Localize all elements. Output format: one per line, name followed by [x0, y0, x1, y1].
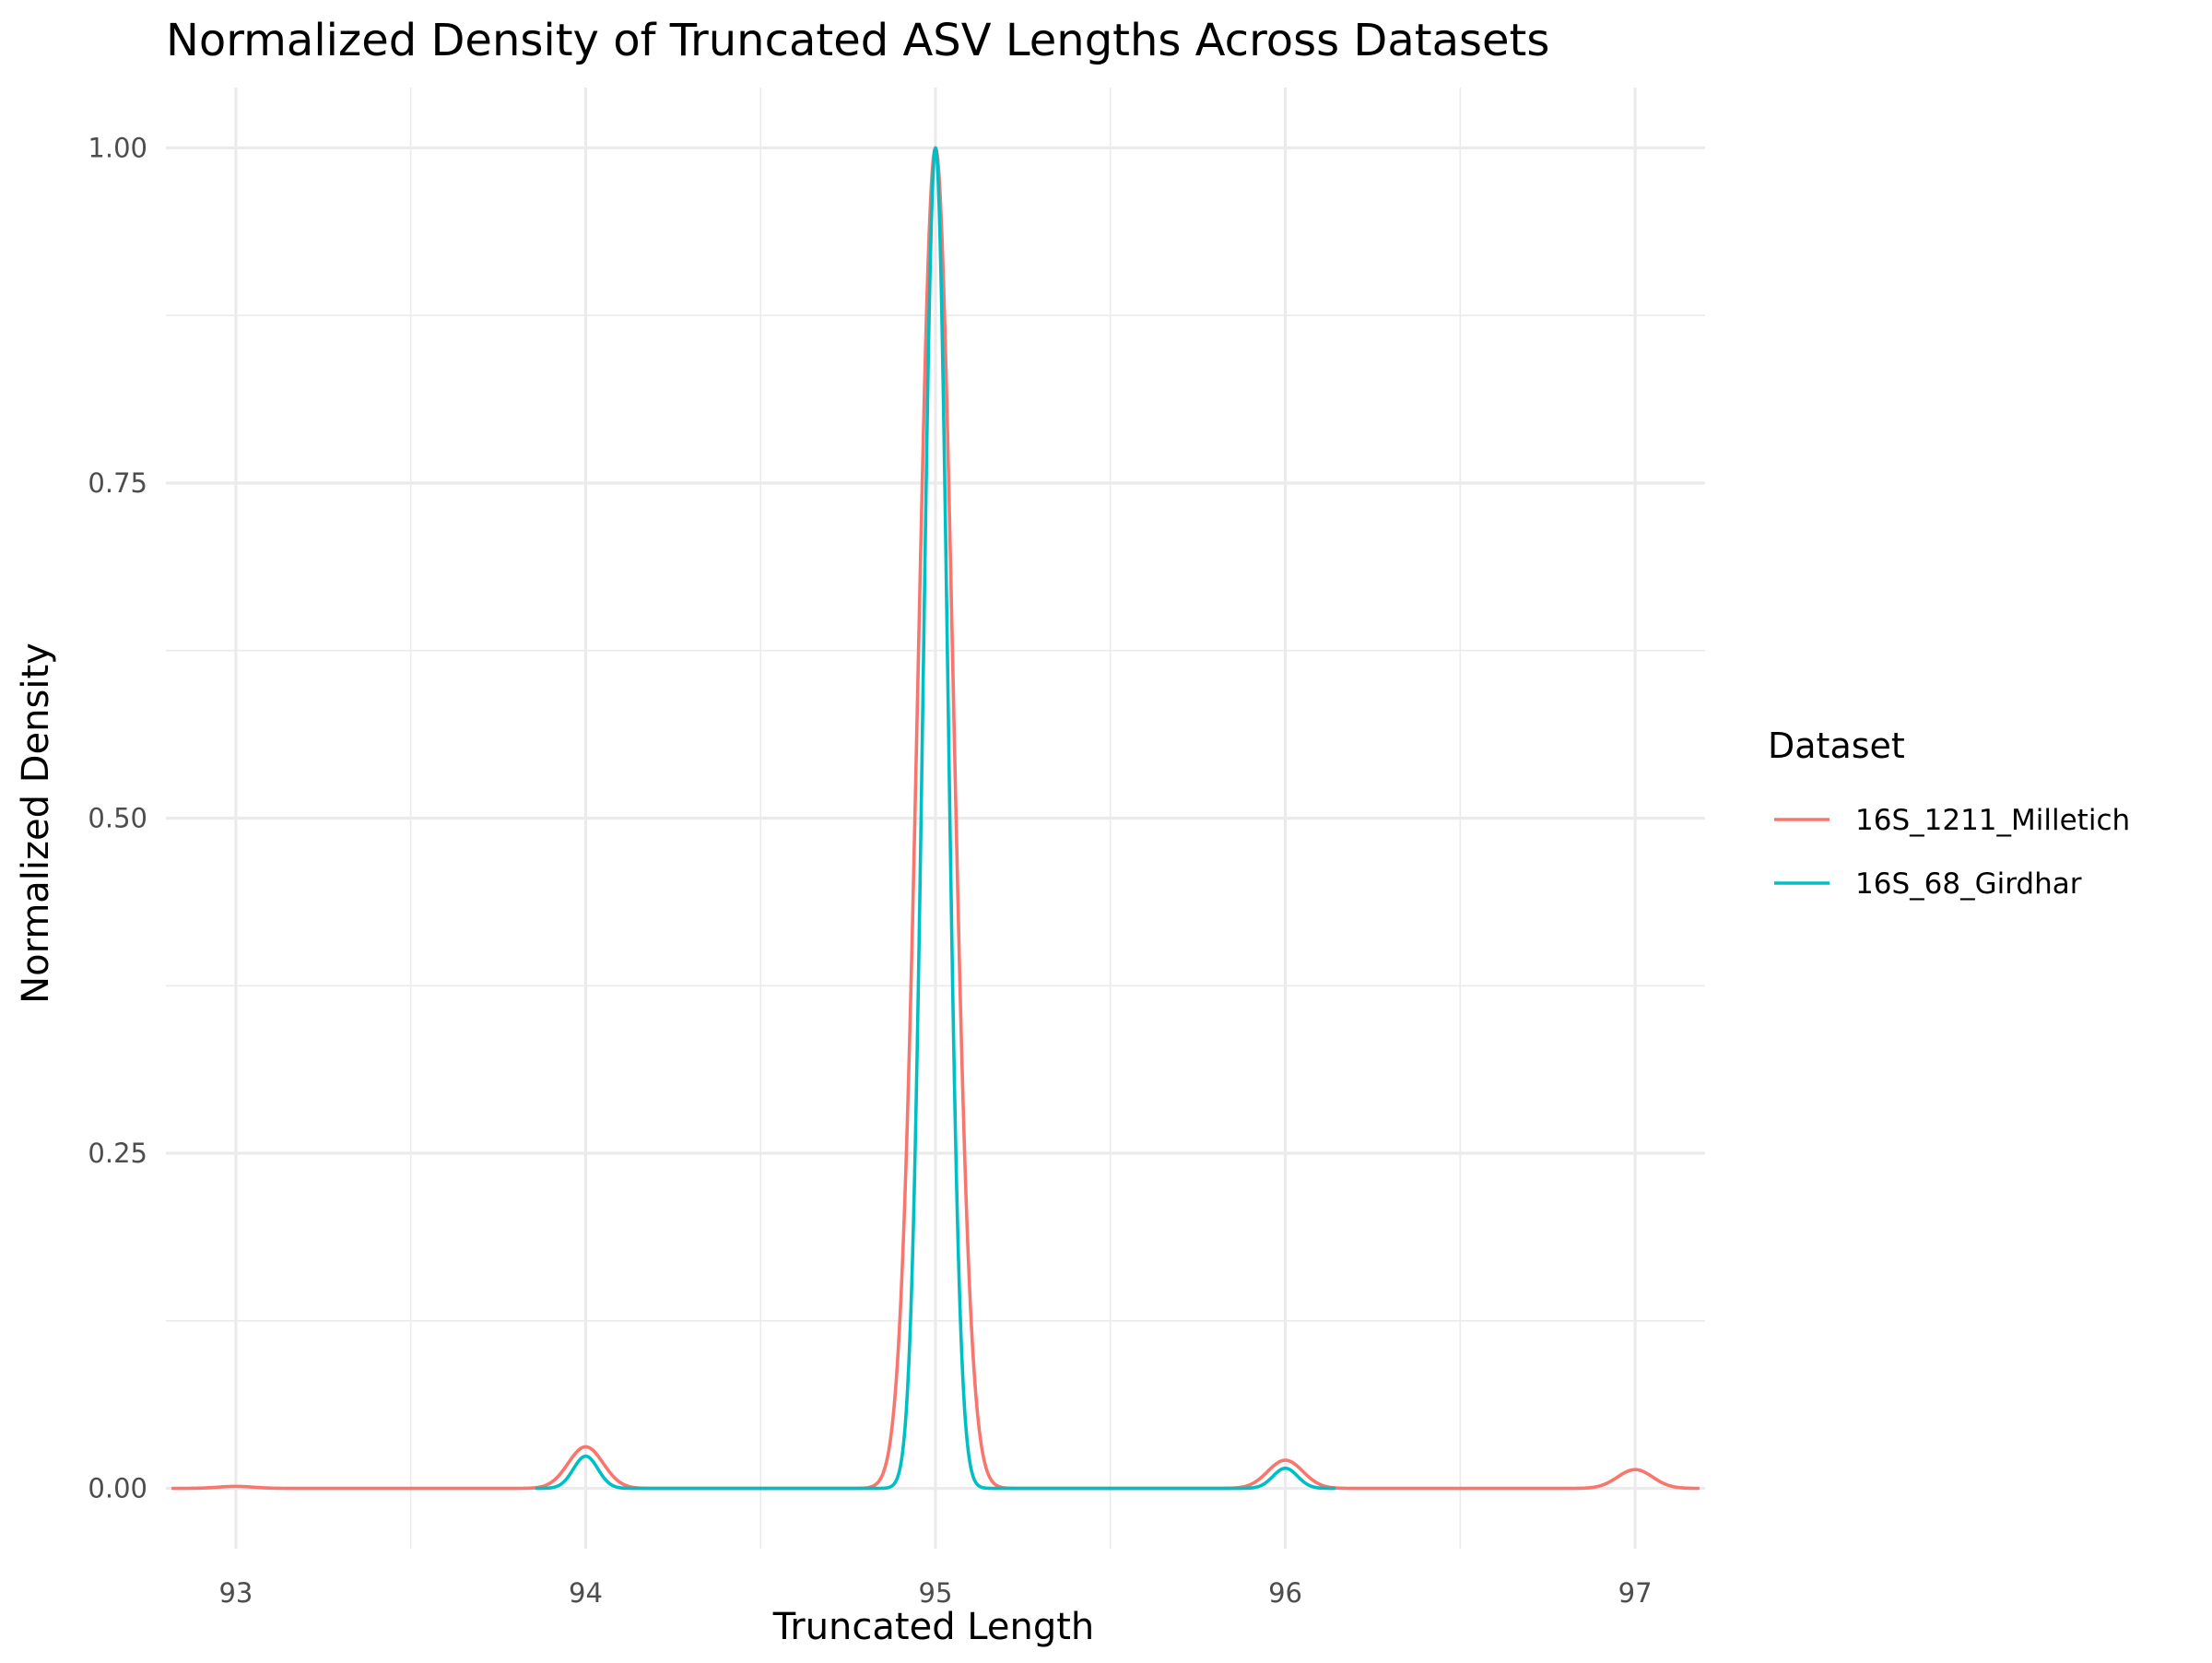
series-line-2 [535, 146, 1336, 1491]
chart-title: Normalized Density of Truncated ASV Leng… [166, 15, 1549, 66]
x-tick-label: 93 [218, 1577, 253, 1609]
y-tick-label: 0.25 [88, 1138, 147, 1169]
y-tick-label: 0.50 [88, 803, 147, 834]
x-tick-label: 97 [1618, 1577, 1653, 1609]
x-tick-label: 94 [569, 1577, 603, 1609]
x-axis-title: Truncated Length [772, 1606, 1095, 1648]
x-tick-label: 96 [1268, 1577, 1302, 1609]
y-axis-title: Normalized Density [15, 643, 57, 1004]
grid-layer [166, 88, 1705, 1549]
series-layer [171, 146, 1700, 1491]
legend-title: Dataset [1768, 725, 1905, 766]
legend-label-2: 16S_68_Girdhar [1855, 867, 2082, 901]
legend-label-1: 16S_1211_Milletich [1855, 804, 2130, 837]
y-tick-label: 0.00 [88, 1473, 147, 1504]
legend: Dataset 16S_1211_Milletich 16S_68_Girdhar [1768, 725, 2130, 901]
y-tick-label: 0.75 [88, 467, 147, 499]
legend-items: 16S_1211_Milletich 16S_68_Girdhar [1774, 804, 2130, 901]
y-tick-label: 1.00 [88, 132, 147, 163]
x-tick-label: 95 [919, 1577, 953, 1609]
y-axis-ticks: 0.00 0.25 0.50 0.75 1.00 [88, 132, 147, 1504]
x-axis-ticks: 93 94 95 96 97 [218, 1577, 1652, 1609]
